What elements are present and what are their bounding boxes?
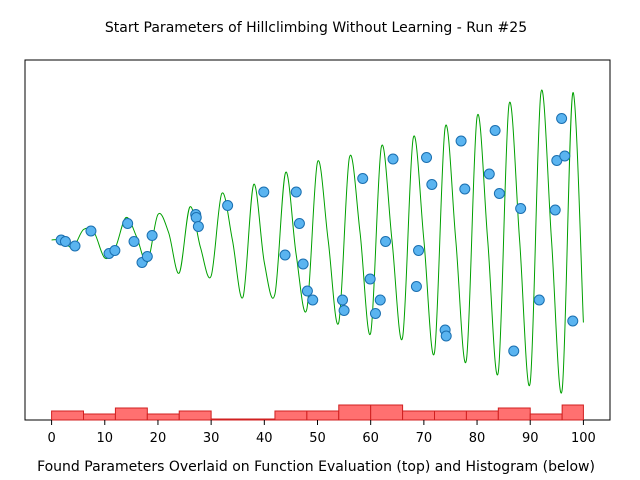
histogram-bar — [114, 407, 148, 421]
histogram-bar — [210, 418, 244, 421]
histogram-bar — [242, 418, 276, 421]
function-curve — [51, 89, 584, 394]
histogram-bar — [338, 404, 372, 421]
data-point — [69, 240, 81, 252]
data-point — [508, 345, 520, 357]
data-point — [190, 212, 202, 223]
x-tick-label: 20 — [150, 431, 167, 446]
data-point — [440, 330, 452, 342]
data-point — [364, 273, 376, 285]
data-point — [387, 153, 399, 165]
data-point — [293, 218, 305, 229]
histogram-bar — [370, 404, 404, 421]
data-point — [307, 294, 319, 306]
data-point — [338, 305, 350, 316]
x-tick-label: 50 — [309, 431, 326, 446]
histogram-bar — [178, 410, 212, 421]
histogram-bar — [146, 413, 180, 421]
data-point — [192, 221, 204, 232]
data-point — [301, 285, 313, 297]
data-point — [493, 188, 505, 199]
x-tick-label: 60 — [362, 431, 379, 446]
x-tick-label: 100 — [571, 431, 596, 446]
x-tick-label: 40 — [256, 431, 273, 446]
data-point — [567, 315, 579, 327]
x-tick-label: 90 — [522, 431, 539, 446]
points-layer — [55, 113, 579, 357]
x-axis-label: Found Parameters Overlaid on Function Ev… — [37, 459, 595, 475]
data-point — [374, 294, 386, 306]
histogram-bar — [274, 410, 308, 421]
data-point — [426, 179, 438, 190]
x-tick-label: 0 — [47, 431, 55, 446]
histogram-bar — [497, 407, 531, 421]
data-point — [297, 258, 309, 270]
histogram-bar — [402, 410, 436, 421]
x-axis: 0 10 20 30 40 50 60 70 80 90 100 — [47, 420, 596, 446]
data-point — [290, 186, 302, 198]
x-tick-label: 30 — [203, 431, 220, 446]
data-point — [336, 294, 348, 306]
chart-title: Start Parameters of Hillclimbing Without… — [105, 20, 527, 36]
histogram-layer — [51, 404, 584, 421]
data-point — [489, 125, 501, 136]
data-point — [141, 251, 153, 262]
data-point — [85, 225, 97, 237]
data-point — [357, 173, 369, 184]
data-point — [410, 281, 422, 292]
histogram-bar — [306, 410, 340, 421]
data-point — [59, 236, 71, 247]
data-point — [146, 230, 158, 241]
data-point — [556, 113, 568, 124]
data-point — [279, 249, 291, 261]
histogram-bar — [434, 410, 467, 421]
data-point — [380, 236, 392, 247]
data-point — [559, 150, 571, 162]
data-point — [128, 236, 140, 247]
data-point — [455, 135, 467, 147]
data-point — [222, 200, 234, 211]
histogram-bar — [83, 413, 116, 421]
data-point — [515, 203, 527, 214]
x-tick-label: 70 — [416, 431, 433, 446]
data-point — [421, 152, 433, 163]
data-point — [258, 186, 270, 198]
histogram-bar — [529, 413, 563, 421]
histogram-bar — [561, 404, 584, 421]
data-point — [369, 308, 381, 319]
data-point — [122, 218, 134, 229]
data-point — [549, 204, 561, 216]
data-point — [483, 168, 495, 180]
x-tick-label: 10 — [96, 431, 113, 446]
histogram-bar — [51, 410, 84, 421]
data-point — [413, 245, 425, 256]
x-tick-label: 80 — [469, 431, 486, 446]
data-point — [533, 294, 545, 306]
data-point — [109, 245, 121, 256]
function-curve-layer — [51, 89, 584, 394]
data-point — [459, 183, 471, 195]
plot-frame — [24, 59, 611, 421]
histogram-bar — [465, 410, 499, 421]
